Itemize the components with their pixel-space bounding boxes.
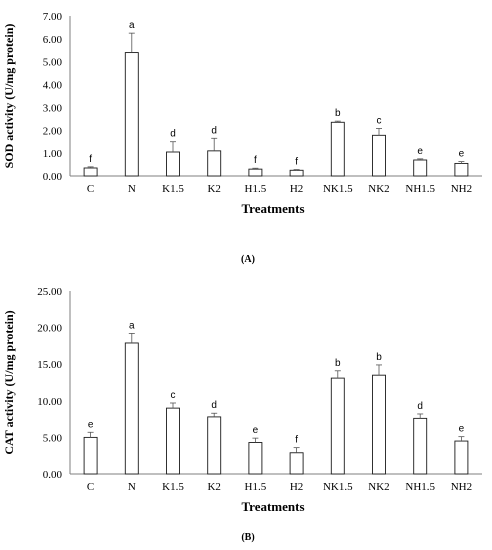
x-category-label: NK1.5 [323,481,353,493]
x-category-label: K1.5 [162,183,184,195]
x-category-label: N [128,481,136,493]
significance-letter: a [129,320,135,331]
y-tick-label: 10.00 [37,396,62,408]
bar [372,374,386,475]
x-category-label: K1.5 [162,481,184,493]
x-category-label: NH1.5 [405,481,435,493]
y-axis-title: CAT activity (U/mg protein) [2,310,16,454]
bar [330,377,345,475]
y-axis-title: SOD activity (U/mg protein) [2,24,16,169]
bar [166,151,180,177]
x-category-label: K2 [207,481,220,493]
bar [124,342,139,475]
bar [248,442,263,475]
x-category-label: H2 [290,183,303,195]
significance-letter: f [295,435,298,446]
y-tick-label: 1.00 [43,148,63,160]
bar [454,162,469,177]
bar [248,168,263,177]
x-category-label: H1.5 [245,183,267,195]
x-category-label: NK2 [368,183,389,195]
significance-letter: d [417,401,423,412]
x-category-label: NH2 [451,481,472,493]
y-tick-label: 3.00 [43,102,63,114]
significance-letter: e [459,424,465,435]
y-tick-label: 6.00 [43,34,63,46]
bar [207,150,222,177]
bar [289,452,304,475]
x-category-label: NK2 [368,481,389,493]
significance-letter: b [335,108,341,119]
significance-letter: c [377,115,382,126]
significance-letter: a [129,20,135,31]
significance-letter: b [376,352,382,363]
significance-letter: e [88,419,94,430]
bar [454,440,469,475]
bar [124,52,139,177]
sod-activity-chart: 0.00 1.00 2.00 3.00 4.00 5.00 6.00 7.00 f Ca Nd K1.… [2,11,482,265]
y-tick-label: 15.00 [37,359,62,371]
x-axis-title: Treatments [241,201,304,216]
x-category-label: NK1.5 [323,183,353,195]
significance-letter: e [459,149,465,160]
y-tick-label: 7.00 [43,11,63,23]
significance-letter: d [211,400,217,411]
x-category-label: H1.5 [245,481,267,493]
significance-letter: f [89,154,92,165]
y-tick-label: 25.00 [37,286,62,298]
y-tick-label: 2.00 [43,125,63,137]
significance-letter: e [417,146,423,157]
significance-letter: e [253,425,259,436]
y-tick-label: 5.00 [43,57,63,69]
x-category-label: K2 [207,183,220,195]
x-axis-title: Treatments [241,499,304,514]
y-tick-label: 0.00 [43,171,63,183]
significance-letter: f [295,157,298,168]
bar [289,169,304,177]
x-category-label: NH1.5 [405,183,435,195]
x-category-label: H2 [290,481,303,493]
y-tick-label: 0.00 [43,469,63,481]
bar [372,134,386,177]
significance-letter: f [254,155,257,166]
x-category-label: C [87,481,94,493]
panel-label: (B) [241,532,254,543]
bar [330,121,345,177]
bar [166,407,180,475]
y-tick-label: 4.00 [43,80,63,92]
significance-letter: d [211,125,217,136]
panel-label: (A) [241,254,255,265]
y-tick-label: 5.00 [43,432,63,444]
bar [413,417,428,475]
bar [413,159,428,177]
significance-letter: b [335,358,341,369]
x-category-label: NH2 [451,183,472,195]
bar [83,167,98,177]
bar [83,436,98,475]
significance-letter: c [171,390,176,401]
x-category-label: N [128,183,136,195]
x-category-label: C [87,183,94,195]
y-tick-label: 20.00 [37,323,62,335]
significance-letter: d [170,129,176,140]
bar [207,416,222,475]
cat-activity-chart: 0.00 5.00 10.00 15.00 20.00 25.00 e Ca Nc K1.5 d K2… [2,286,482,543]
